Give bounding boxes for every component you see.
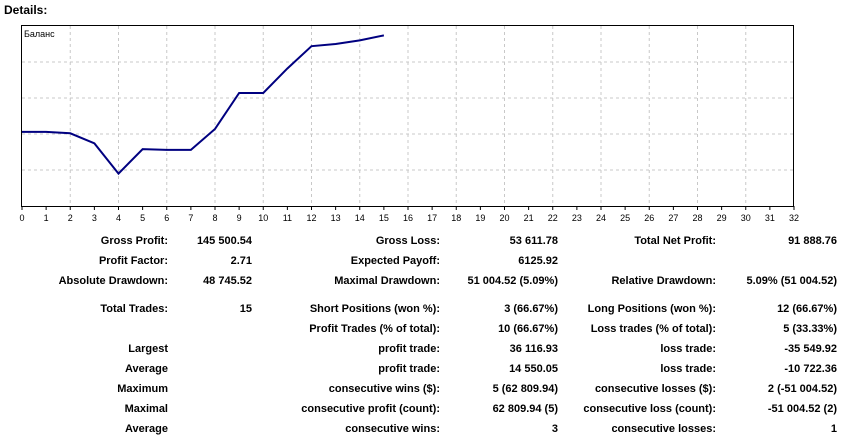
x-tick-label: 9: [237, 213, 242, 223]
maximal-drawdown-value: 51 004.52 (5.09%): [467, 275, 558, 287]
relative-drawdown-label: Relative Drawdown:: [611, 275, 716, 287]
largest-profit-trade-value: 36 116.93: [509, 343, 558, 355]
average-consecutive-wins-value: 3: [551, 423, 558, 435]
gross-profit-value: 145 500.54: [196, 235, 252, 247]
largest-profit-trade-label: profit trade:: [378, 343, 440, 355]
consecutive-wins-money-value: 5 (62 809.94): [492, 383, 558, 395]
x-tick-label: 23: [572, 213, 582, 223]
balance-chart-svg: Баланс 0 1 2 3 4 5 6 7 8 9 10 11 12 13 14 15 16 17 18 19 20 2…: [19, 25, 799, 223]
long-positions-label: Long Positions (won %):: [587, 303, 716, 315]
x-tick-label: 7: [188, 213, 193, 223]
average-profit-trade-label: profit trade:: [378, 363, 440, 375]
x-tick-label: 16: [403, 213, 413, 223]
x-tick-label: 5: [140, 213, 145, 223]
gross-profit-label: Gross Profit:: [100, 235, 168, 247]
x-tick-label: 14: [355, 213, 365, 223]
maximal-label: Maximal: [124, 403, 168, 415]
short-positions-label: Short Positions (won %):: [309, 303, 440, 315]
x-tick-label: 24: [596, 213, 606, 223]
total-net-profit-value: 91 888.76: [788, 235, 837, 247]
x-tick-label: 26: [644, 213, 654, 223]
short-positions-value: 3 (66.67%): [504, 303, 558, 315]
average-consecutive-losses-value: 1: [830, 423, 837, 435]
x-tick-label: 0: [19, 213, 24, 223]
absolute-drawdown-label: Absolute Drawdown:: [58, 275, 168, 287]
consecutive-loss-count-label: consecutive loss (count):: [583, 403, 716, 415]
consecutive-profit-count-label: consecutive profit (count):: [301, 403, 440, 415]
total-trades-value: 15: [239, 303, 252, 315]
profit-factor-label: Profit Factor:: [98, 255, 168, 267]
x-tick-label: 22: [548, 213, 558, 223]
x-axis: 0 1 2 3 4 5 6 7 8 9 10 11 12 13 14 15 16 17 18 19 20 21 22 23 24…: [19, 206, 799, 223]
average-consecutive-wins-label: consecutive wins:: [345, 423, 440, 435]
expected-payoff-label: Expected Payoff:: [350, 255, 440, 267]
balance-line: [22, 34, 385, 176]
x-tick-label: 10: [258, 213, 268, 223]
expected-payoff-value: 6125.92: [518, 255, 558, 267]
x-tick-label: 3: [92, 213, 97, 223]
x-tick-label: 31: [765, 213, 775, 223]
consecutive-losses-money-label: consecutive losses ($):: [594, 383, 716, 395]
x-tick-label: 20: [499, 213, 509, 223]
profit-factor-value: 2.71: [230, 255, 252, 267]
maximum-label: Maximum: [117, 383, 168, 395]
x-tick-label: 13: [331, 213, 341, 223]
x-tick-label: 8: [212, 213, 217, 223]
total-net-profit-label: Total Net Profit:: [634, 235, 716, 247]
gross-loss-value: 53 611.78: [509, 235, 558, 247]
details-title: Details:: [4, 3, 48, 17]
maximal-drawdown-label: Maximal Drawdown:: [334, 275, 440, 287]
average-loss-trade-value: -10 722.36: [784, 363, 837, 375]
relative-drawdown-value: 5.09% (51 004.52): [746, 275, 837, 287]
x-tick-label: 17: [427, 213, 437, 223]
x-tick-label: 18: [451, 213, 461, 223]
x-tick-label: 1: [44, 213, 49, 223]
x-tick-label: 11: [283, 213, 292, 223]
x-tick-label: 27: [668, 213, 678, 223]
average-consecutive-label: Average: [124, 423, 168, 435]
average-loss-trade-label: loss trade:: [660, 363, 716, 375]
x-tick-label: 12: [306, 213, 316, 223]
loss-trades-value: 5 (33.33%): [783, 323, 837, 335]
gross-loss-label: Gross Loss:: [375, 235, 440, 247]
consecutive-wins-money-label: consecutive wins ($):: [328, 383, 440, 395]
profit-trades-value: 10 (66.67%): [498, 323, 558, 335]
balance-chart: Баланс 0 1 2 3 4 5 6 7 8 9 10 11 12 13 14 15 16 17 18 19 20 2…: [0, 22, 800, 226]
x-tick-label: 4: [116, 213, 121, 223]
x-tick-label: 6: [164, 213, 169, 223]
chart-grid: [22, 26, 794, 206]
x-tick-label: 25: [620, 213, 630, 223]
x-tick-label: 15: [379, 213, 389, 223]
largest-loss-trade-value: -35 549.92: [784, 343, 837, 355]
largest-loss-trade-label: loss trade:: [660, 343, 716, 355]
consecutive-losses-money-value: 2 (-51 004.52): [767, 383, 837, 395]
average-label: Average: [124, 363, 168, 375]
series-label: Баланс: [24, 29, 55, 39]
loss-trades-label: Loss trades (% of total):: [590, 323, 716, 335]
x-tick-label: 19: [475, 213, 485, 223]
largest-label: Largest: [128, 343, 168, 355]
x-tick-label: 32: [789, 213, 799, 223]
consecutive-loss-count-value: -51 004.52 (2): [767, 403, 837, 415]
x-tick-label: 29: [717, 213, 727, 223]
consecutive-profit-count-value: 62 809.94 (5): [492, 403, 558, 415]
x-tick-label: 30: [741, 213, 751, 223]
profit-trades-label: Profit Trades (% of total):: [309, 323, 440, 335]
average-consecutive-losses-label: consecutive losses:: [611, 423, 716, 435]
x-tick-label: 28: [692, 213, 702, 223]
x-tick-label: 2: [68, 213, 73, 223]
total-trades-label: Total Trades:: [100, 303, 168, 315]
x-tick-label: 21: [524, 213, 534, 223]
absolute-drawdown-value: 48 745.52: [203, 275, 252, 287]
average-profit-trade-value: 14 550.05: [509, 363, 558, 375]
long-positions-value: 12 (66.67%): [777, 303, 837, 315]
